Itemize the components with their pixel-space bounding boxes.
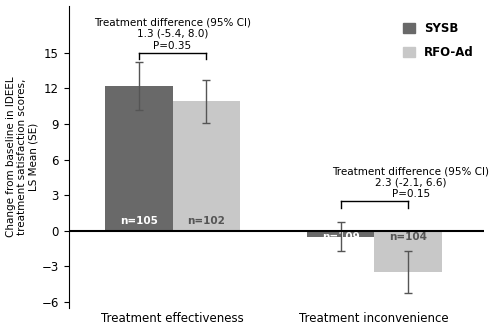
Y-axis label: Change from baseline in IDEEL
treatment satisfaction scores,
LS Mean (SE): Change from baseline in IDEEL treatment … [6,76,39,237]
Legend: SYSB, RFO-Ad: SYSB, RFO-Ad [398,18,478,64]
Bar [374,231,442,272]
Bar [307,231,374,237]
Text: Treatment difference (95% CI)
1.3 (-5.4, 8.0)
P=0.35: Treatment difference (95% CI) 1.3 (-5.4,… [94,17,251,51]
Text: n=104: n=104 [389,232,427,242]
Text: Treatment difference (95% CI)
2.3 (-2.1, 6.6)
P=0.15: Treatment difference (95% CI) 2.3 (-2.1,… [332,166,490,199]
Text: n=102: n=102 [187,216,225,226]
Bar [106,86,172,231]
Text: n=105: n=105 [120,216,158,226]
Bar [172,102,240,231]
Text: n=109: n=109 [322,232,360,242]
